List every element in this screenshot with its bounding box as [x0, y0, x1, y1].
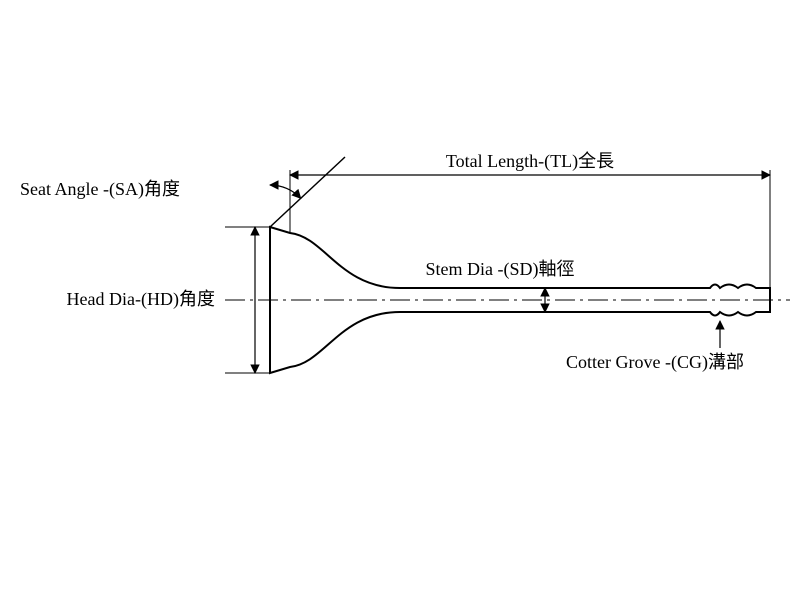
- stem-dia-label: Stem Dia -(SD)軸徑: [426, 259, 575, 280]
- cotter-grove-label: Cotter Grove -(CG)溝部: [566, 352, 744, 373]
- seat-angle-label: Seat Angle -(SA)角度: [20, 179, 180, 200]
- valve-diagram: Seat Angle -(SA)角度 Head Dia-(HD)角度 Total…: [0, 0, 800, 600]
- total-length-label: Total Length-(TL)全長: [446, 151, 614, 172]
- seat-angle-line: [270, 157, 345, 227]
- seat-angle-arc: [270, 185, 301, 198]
- head-dia-label: Head Dia-(HD)角度: [67, 289, 215, 310]
